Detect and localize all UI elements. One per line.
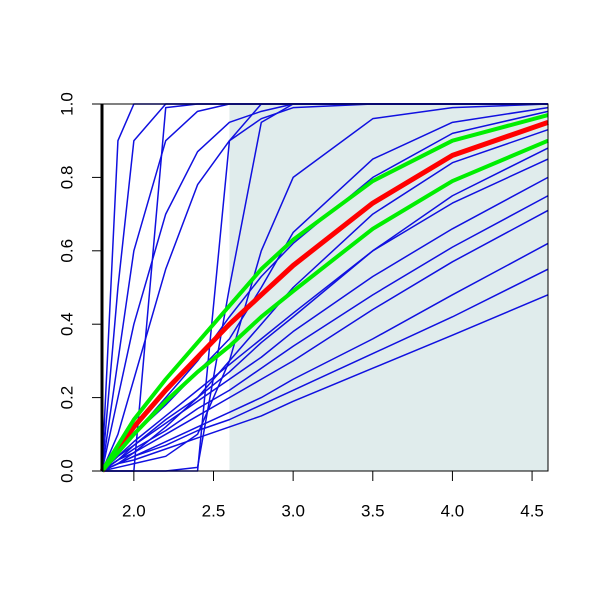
x-tick-label: 3.0 [281, 501, 305, 520]
series-line [100, 138, 549, 473]
y-tick-label: 0.4 [57, 312, 76, 336]
series-line [101, 209, 549, 472]
series-line [101, 147, 549, 472]
series-line [101, 158, 549, 472]
x-tick-label: 4.0 [441, 501, 465, 520]
y-tick-label: 0.8 [57, 166, 76, 190]
x-tick-label: 4.5 [520, 501, 544, 520]
y-tick-label: 0.0 [57, 459, 76, 483]
series-line [101, 294, 549, 472]
series-line [100, 113, 549, 473]
series-line [101, 195, 549, 472]
series-line [101, 176, 549, 472]
x-tick-label: 3.5 [361, 501, 385, 520]
y-tick-label: 1.0 [57, 92, 76, 116]
series-line [101, 268, 549, 472]
series-line [99, 119, 549, 473]
y-tick-label: 0.6 [57, 239, 76, 263]
x-tick-label: 2.0 [122, 501, 146, 520]
x-tick-label: 2.5 [202, 501, 226, 520]
y-tick-label: 0.2 [57, 386, 76, 410]
series-line [101, 128, 549, 472]
